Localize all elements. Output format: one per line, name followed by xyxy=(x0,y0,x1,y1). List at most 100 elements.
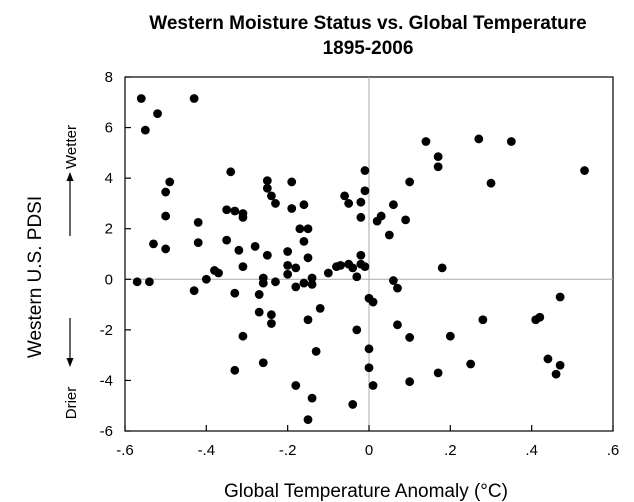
data-point xyxy=(323,268,333,278)
data-point xyxy=(267,310,276,320)
data-point xyxy=(230,206,240,216)
data-point xyxy=(214,268,223,278)
data-point xyxy=(250,242,260,251)
data-point xyxy=(474,134,484,144)
y-tick-label: 0 xyxy=(105,271,113,288)
data-point xyxy=(189,94,199,103)
data-point xyxy=(364,363,374,373)
data-point xyxy=(384,230,394,240)
chart-subtitle: 1895-2006 xyxy=(323,38,414,59)
data-point xyxy=(303,253,313,263)
data-point xyxy=(271,199,280,208)
data-point xyxy=(393,283,402,293)
x-tick-label: .6 xyxy=(607,442,620,459)
data-point xyxy=(389,276,398,285)
data-point xyxy=(348,400,358,409)
data-point xyxy=(254,290,264,299)
wetter-label: Wetter xyxy=(63,125,80,169)
data-point xyxy=(466,359,476,369)
data-point xyxy=(352,272,362,282)
data-point xyxy=(368,381,378,390)
data-point xyxy=(401,215,410,225)
data-point xyxy=(287,177,297,187)
reference-lines xyxy=(125,77,613,431)
data-point xyxy=(360,186,370,196)
data-point xyxy=(189,286,199,296)
data-point xyxy=(153,109,162,119)
data-point xyxy=(161,187,171,197)
data-point xyxy=(283,247,293,256)
x-tick-label: .4 xyxy=(525,442,538,459)
data-point xyxy=(405,177,415,187)
data-point xyxy=(291,263,301,273)
x-tick-label: .2 xyxy=(444,442,457,459)
x-tick-label: -.4 xyxy=(198,442,216,459)
data-point xyxy=(262,250,272,260)
data-point xyxy=(132,277,142,287)
data-point xyxy=(140,125,150,135)
data-point xyxy=(389,200,398,210)
data-point xyxy=(437,263,447,273)
data-point xyxy=(506,137,516,146)
y-tick-label: -2 xyxy=(100,322,113,339)
data-point xyxy=(267,191,276,201)
data-point xyxy=(405,377,415,387)
data-point xyxy=(222,205,232,215)
drier-label: Drier xyxy=(63,387,80,420)
data-point xyxy=(299,278,309,288)
data-point xyxy=(161,244,171,254)
data-point xyxy=(149,239,158,249)
data-point xyxy=(356,250,366,260)
data-point xyxy=(543,354,553,364)
data-point xyxy=(161,211,171,221)
data-point xyxy=(238,262,248,272)
data-point xyxy=(376,211,386,221)
data-point xyxy=(291,381,301,390)
up-arrow xyxy=(66,172,74,236)
data-point xyxy=(145,277,154,287)
data-point xyxy=(433,162,443,172)
y-axis-ticks: -6 -4 -2 0 2 4 6 8 xyxy=(100,69,131,440)
y-axis-label: Western U.S. PDSI xyxy=(25,196,46,358)
data-point xyxy=(287,204,297,213)
data-point xyxy=(360,262,370,272)
data-point xyxy=(238,331,248,341)
data-point xyxy=(283,260,293,270)
data-point xyxy=(336,260,345,270)
data-point xyxy=(478,315,488,325)
data-point xyxy=(356,212,366,222)
x-tick-label: 0 xyxy=(365,442,373,459)
data-point xyxy=(356,197,366,207)
data-point xyxy=(555,360,565,370)
chart-title: Western Moisture Status vs. Global Tempe… xyxy=(149,13,586,34)
data-point xyxy=(222,235,232,245)
data-point xyxy=(352,325,362,335)
data-point xyxy=(258,278,268,288)
data-point xyxy=(368,297,378,307)
data-point xyxy=(193,238,203,248)
data-point xyxy=(307,279,317,289)
data-point xyxy=(340,191,349,201)
data-point xyxy=(421,137,431,146)
data-point xyxy=(433,152,443,162)
data-point xyxy=(535,312,545,322)
data-point xyxy=(230,288,240,298)
data-point xyxy=(393,320,402,330)
y-tick-label: 8 xyxy=(105,69,113,86)
data-point xyxy=(283,269,293,279)
data-point xyxy=(262,176,272,186)
data-point xyxy=(201,274,211,284)
y-tick-label: -4 xyxy=(100,372,113,389)
data-point xyxy=(299,200,309,210)
x-axis-ticks: -.6 -.4 -.2 0 .2 .4 .6 xyxy=(116,425,619,459)
data-point xyxy=(555,292,565,302)
data-point xyxy=(315,303,325,313)
data-point xyxy=(291,282,301,292)
data-point xyxy=(258,358,268,368)
y-tick-label: 6 xyxy=(105,120,113,137)
data-point xyxy=(193,217,203,227)
data-point xyxy=(262,183,272,193)
x-axis-label: Global Temperature Anomaly (°C) xyxy=(224,481,508,502)
y-tick-label: 2 xyxy=(105,221,113,238)
